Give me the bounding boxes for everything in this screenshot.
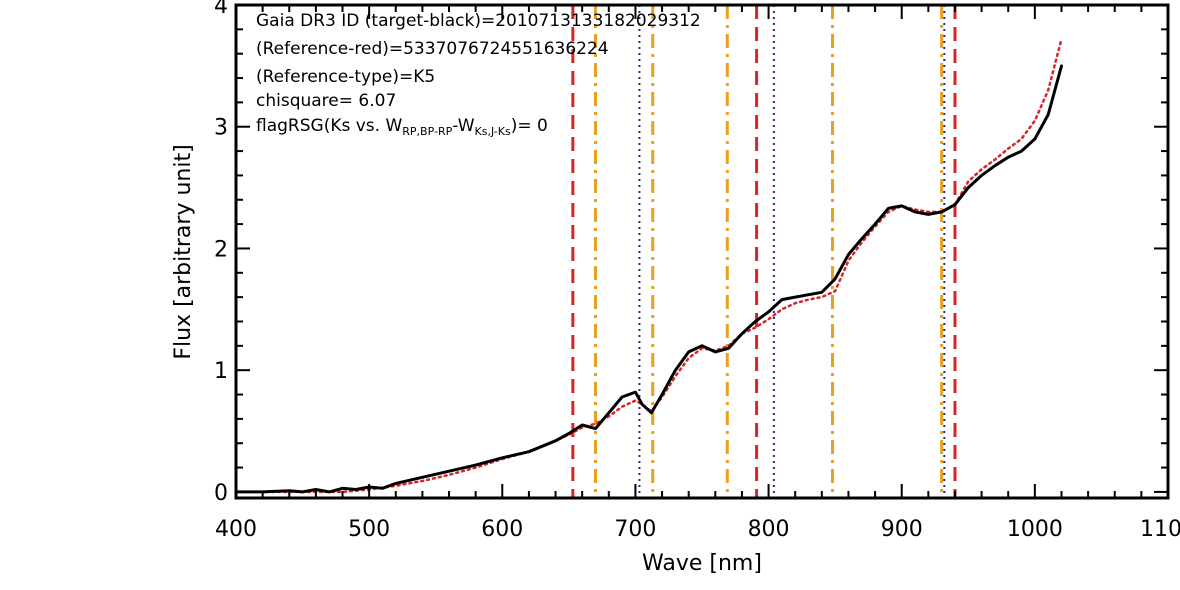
reference-lines <box>571 5 957 498</box>
flag-subscript-1: RP,BP-RP <box>402 125 452 138</box>
flag-suffix: )= 0 <box>511 116 548 136</box>
annotation-block: Gaia DR3 ID (target-black)=2010713133182… <box>256 11 701 138</box>
x-tick-label: 800 <box>748 517 790 542</box>
x-tick-label: 700 <box>614 517 656 542</box>
y-axis-title: Flux [arbitrary unit] <box>171 144 196 359</box>
axis-ticks <box>235 4 1169 498</box>
y-tick-label: 4 <box>214 0 228 19</box>
y-tick-label: 3 <box>214 116 228 141</box>
target-spectrum-line <box>234 64 1063 494</box>
annotation-reference-id: (Reference-red)=5337076724551636224 <box>256 39 609 59</box>
y-tick-label: 0 <box>214 481 228 506</box>
x-tick-label: 400 <box>215 517 257 542</box>
annotation-flag-rsg: flagRSG(Ks vs. WRP,BP-RP-WKs,J-Ks)= 0 <box>256 116 548 138</box>
annotation-gaia-id: Gaia DR3 ID (target-black)=2010713133182… <box>256 11 701 31</box>
flag-mid: -W <box>452 116 474 136</box>
y-tick-label: 2 <box>214 237 228 262</box>
annotation-chisquare: chisquare= 6.07 <box>256 91 396 111</box>
x-axis-title: Wave [nm] <box>642 551 762 576</box>
x-tick-label: 500 <box>348 517 390 542</box>
y-tick-label: 1 <box>214 359 228 384</box>
series-group <box>234 37 1063 494</box>
reference-spectrum-line <box>234 37 1063 494</box>
x-tick-label: 1000 <box>1007 517 1063 542</box>
flag-prefix: flagRSG(Ks vs. W <box>256 116 402 136</box>
x-tick-label: 600 <box>481 517 523 542</box>
x-tick-label: 900 <box>881 517 923 542</box>
flag-subscript-2: Ks,J-Ks <box>475 125 511 138</box>
annotation-reference-type: (Reference-type)=K5 <box>256 67 435 87</box>
y-tick-labels: 0 1 2 3 4 <box>214 0 228 506</box>
plot-frame <box>234 3 1170 500</box>
